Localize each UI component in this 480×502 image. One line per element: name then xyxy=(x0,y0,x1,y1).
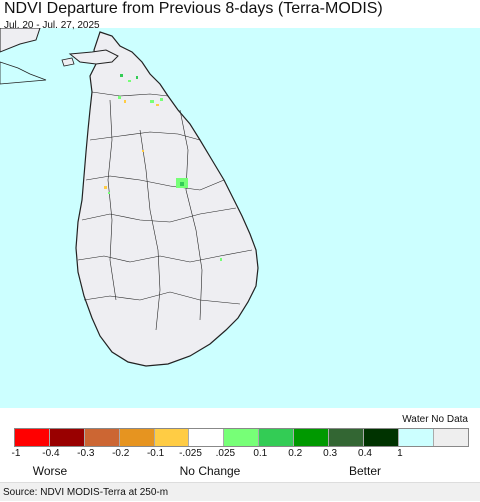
india-coast-2 xyxy=(0,61,47,85)
legend-swatch-0 xyxy=(15,429,50,446)
tick-label: -0.2 xyxy=(112,448,130,459)
legend-swatch-9 xyxy=(329,429,364,446)
tick-label: 0.3 xyxy=(323,448,338,459)
color-scale xyxy=(14,428,469,447)
legend-swatch-6 xyxy=(224,429,260,446)
legend-swatch-4 xyxy=(154,429,190,446)
tick-label: 0.4 xyxy=(358,448,372,459)
legend-swatch-1 xyxy=(49,429,85,446)
india-coast xyxy=(0,28,41,53)
map-svg xyxy=(0,28,259,367)
source-footer: Source: NDVI MODIS-Terra at 250-m xyxy=(0,482,480,501)
map-area xyxy=(0,28,480,408)
tick-labels: -1 -0.4 -0.3 -0.2 -0.1 -.025 .025 0.1 0.2 0.3 0.4 1 xyxy=(0,448,480,462)
tick-label: -0.3 xyxy=(77,448,95,459)
islands xyxy=(61,57,75,67)
tick-label: -0.1 xyxy=(146,448,165,459)
legend-swatch-5 xyxy=(189,429,225,446)
water-no-data-label: Water No Data xyxy=(402,414,468,425)
tick-label: 0.1 xyxy=(253,448,268,459)
legend-swatch-8 xyxy=(294,429,330,446)
tick-label: -.025 xyxy=(179,448,202,459)
legend-swatch-10 xyxy=(363,429,399,446)
jaffna-peninsula xyxy=(68,49,119,65)
tick-label: .025 xyxy=(215,448,236,459)
better-label: Better xyxy=(348,464,382,478)
sri-lanka-landmass xyxy=(75,31,259,367)
legend-swatch-11 xyxy=(398,429,434,446)
legend-swatch-3 xyxy=(119,429,155,446)
tick-label: 0.2 xyxy=(288,448,303,459)
ndvi-patches xyxy=(104,74,222,261)
district-borders xyxy=(77,91,253,331)
tick-label: -0.4 xyxy=(42,448,60,459)
tick-label: 1 xyxy=(397,448,403,459)
date-range: Jul. 20 - Jul. 27, 2025 xyxy=(4,20,100,31)
tick-label: -1 xyxy=(11,448,21,459)
legend-swatch-2 xyxy=(84,429,120,446)
legend: Water No Data -1 -0.4 -0.3 -0.2 -0.1 -.025 .02… xyxy=(0,410,480,480)
map-title: NDVI Departure from Previous 8-days (Ter… xyxy=(4,0,383,17)
legend-swatch-7 xyxy=(259,429,295,446)
no-change-label: No Change xyxy=(179,464,241,478)
worse-label: Worse xyxy=(32,464,68,478)
legend-swatch-12 xyxy=(433,429,468,446)
